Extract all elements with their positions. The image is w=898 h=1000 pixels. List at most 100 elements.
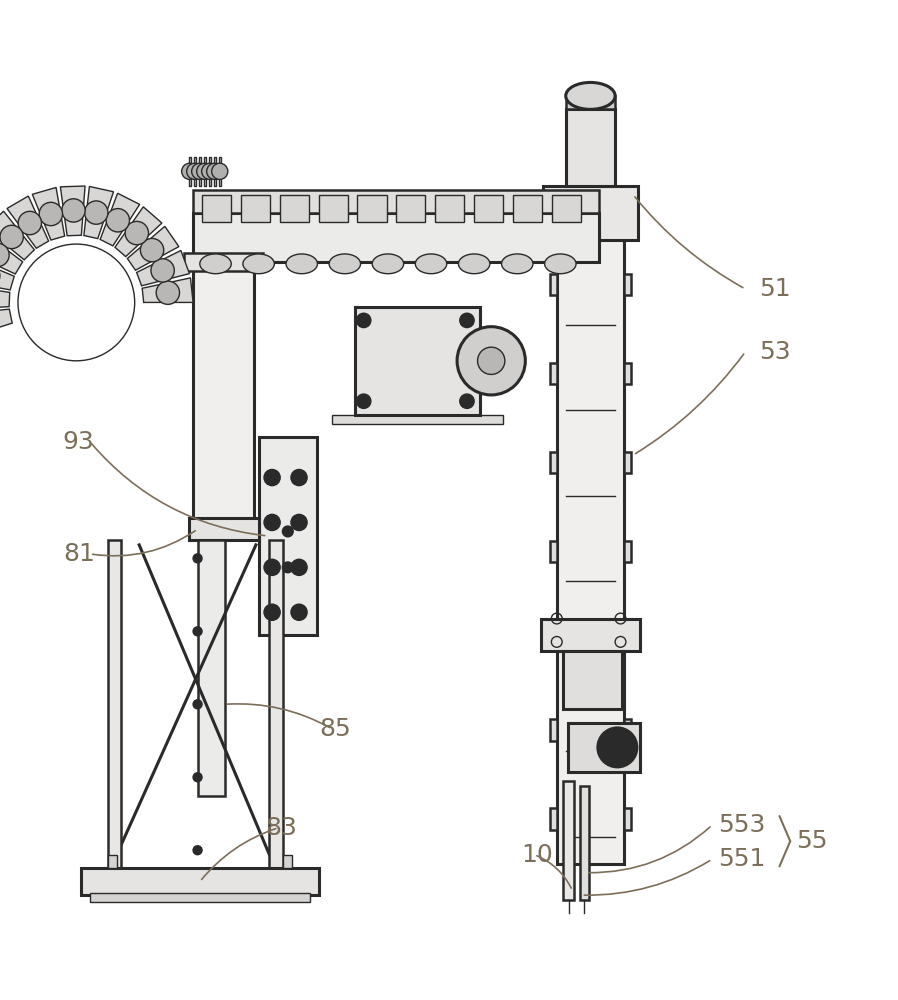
Bar — [550, 363, 557, 384]
Text: 51: 51 — [759, 277, 790, 301]
Circle shape — [598, 728, 637, 767]
Ellipse shape — [286, 254, 317, 274]
Polygon shape — [142, 278, 193, 302]
Ellipse shape — [566, 82, 615, 109]
Circle shape — [140, 238, 163, 262]
Bar — [198, 157, 201, 186]
Bar — [218, 157, 221, 186]
Bar — [355, 307, 480, 415]
Bar — [474, 195, 503, 222]
Circle shape — [0, 225, 23, 249]
Circle shape — [151, 259, 174, 282]
Bar — [624, 363, 631, 384]
Polygon shape — [7, 196, 48, 248]
Circle shape — [357, 394, 371, 408]
Bar — [193, 190, 600, 213]
Bar — [550, 630, 557, 651]
Bar — [204, 157, 206, 186]
Polygon shape — [115, 207, 162, 257]
Bar — [551, 195, 581, 222]
Bar — [566, 96, 615, 109]
Circle shape — [212, 163, 228, 179]
Circle shape — [357, 313, 371, 328]
Bar — [90, 893, 310, 902]
Polygon shape — [0, 309, 13, 338]
Text: 55: 55 — [796, 829, 827, 853]
Bar — [564, 781, 575, 900]
Circle shape — [291, 604, 307, 620]
Bar — [550, 719, 557, 741]
Polygon shape — [0, 285, 10, 310]
Text: 83: 83 — [265, 816, 296, 840]
Bar — [259, 437, 317, 635]
Bar — [624, 808, 631, 830]
Circle shape — [283, 562, 293, 573]
Bar — [108, 855, 117, 868]
Text: 553: 553 — [718, 813, 766, 837]
Bar — [566, 109, 615, 186]
Bar — [108, 540, 121, 868]
Bar — [332, 415, 503, 424]
Circle shape — [478, 347, 505, 374]
Circle shape — [193, 846, 202, 855]
Bar — [541, 619, 640, 651]
Circle shape — [605, 736, 629, 759]
Bar — [283, 855, 292, 868]
Bar — [557, 213, 624, 864]
Bar — [184, 253, 263, 271]
Bar — [189, 157, 191, 186]
Circle shape — [264, 604, 280, 620]
Text: 10: 10 — [521, 843, 552, 867]
Ellipse shape — [502, 254, 533, 274]
Ellipse shape — [372, 254, 403, 274]
Circle shape — [18, 244, 135, 361]
Circle shape — [62, 199, 85, 222]
Circle shape — [156, 281, 180, 304]
Circle shape — [18, 211, 41, 235]
Circle shape — [264, 469, 280, 486]
Polygon shape — [128, 226, 179, 270]
Bar — [435, 195, 464, 222]
Circle shape — [193, 554, 202, 563]
Bar — [241, 195, 270, 222]
Bar — [269, 540, 283, 868]
Circle shape — [460, 313, 474, 328]
Circle shape — [193, 627, 202, 636]
Circle shape — [193, 700, 202, 709]
Bar — [580, 786, 589, 900]
Bar — [208, 157, 211, 186]
Circle shape — [125, 221, 148, 245]
Circle shape — [291, 514, 307, 531]
Polygon shape — [101, 193, 140, 246]
Bar — [624, 274, 631, 295]
Bar — [357, 195, 386, 222]
Circle shape — [187, 163, 203, 179]
Bar — [193, 213, 600, 262]
Bar — [624, 541, 631, 562]
Bar — [194, 157, 196, 186]
Polygon shape — [0, 211, 34, 260]
Bar — [568, 723, 639, 772]
Circle shape — [202, 163, 218, 179]
Circle shape — [207, 163, 223, 179]
Bar — [396, 195, 426, 222]
Circle shape — [283, 526, 293, 537]
Text: 551: 551 — [718, 847, 766, 871]
Bar — [550, 808, 557, 830]
Bar — [193, 262, 254, 527]
Ellipse shape — [329, 254, 360, 274]
Bar — [319, 195, 348, 222]
Circle shape — [0, 243, 9, 267]
Bar — [202, 195, 231, 222]
Circle shape — [106, 209, 129, 232]
Polygon shape — [60, 186, 85, 236]
Ellipse shape — [199, 254, 231, 274]
Circle shape — [460, 394, 474, 408]
Ellipse shape — [415, 254, 446, 274]
Circle shape — [291, 469, 307, 486]
Ellipse shape — [242, 254, 274, 274]
Bar — [198, 540, 224, 796]
Ellipse shape — [544, 254, 577, 274]
Circle shape — [264, 559, 280, 575]
Circle shape — [181, 163, 198, 179]
